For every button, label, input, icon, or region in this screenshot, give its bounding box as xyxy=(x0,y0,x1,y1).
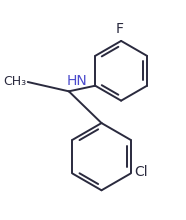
Text: HN: HN xyxy=(67,74,88,88)
Text: F: F xyxy=(115,22,123,36)
Text: CH₃: CH₃ xyxy=(4,75,27,88)
Text: Cl: Cl xyxy=(134,165,148,179)
